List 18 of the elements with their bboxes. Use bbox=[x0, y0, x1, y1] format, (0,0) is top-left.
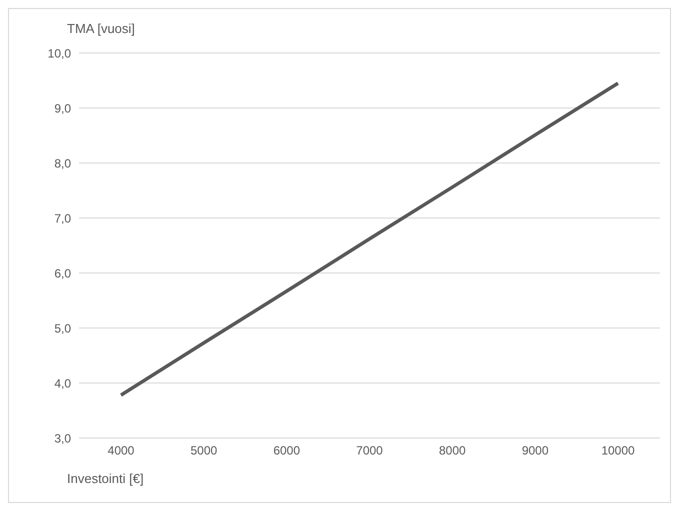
x-tick-label: 4000 bbox=[108, 444, 135, 458]
y-tick-label: 9,0 bbox=[54, 101, 72, 116]
x-axis-title: Investointi [€] bbox=[67, 471, 144, 486]
y-tick-label: 5,0 bbox=[54, 321, 72, 336]
y-tick-label: 8,0 bbox=[54, 156, 72, 170]
y-tick-label: 3,0 bbox=[54, 431, 72, 446]
y-axis-title: TMA [vuosi] bbox=[67, 21, 135, 36]
x-tick-label: 5000 bbox=[190, 444, 218, 458]
y-tick-label: 7,0 bbox=[54, 211, 72, 226]
x-tick-label: 7000 bbox=[356, 444, 384, 458]
x-tick-label: 6000 bbox=[273, 444, 300, 458]
x-tick-label: 8000 bbox=[438, 444, 466, 458]
line-series bbox=[119, 82, 620, 397]
y-tick-label: 4,0 bbox=[54, 376, 72, 390]
y-tick-label: 10,0 bbox=[48, 46, 72, 60]
y-tick-label: 6,0 bbox=[54, 266, 72, 280]
x-tick-label: 10000 bbox=[601, 444, 636, 458]
x-tick-label: 9000 bbox=[522, 444, 549, 458]
